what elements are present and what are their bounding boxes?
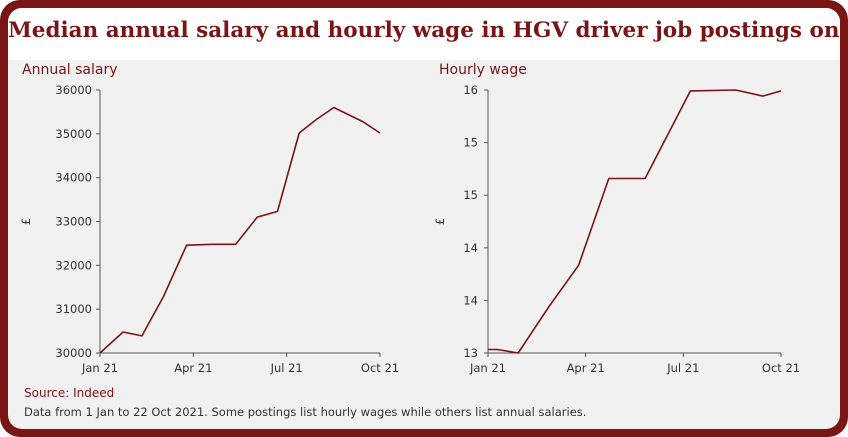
annual-x-tick-label: Jul 21 bbox=[270, 361, 303, 375]
title-bar: Median annual salary and hourly wage in … bbox=[8, 8, 840, 60]
annual-y-tick-label: 36000 bbox=[55, 83, 92, 97]
hourly-x-tick-label: Jul 21 bbox=[666, 361, 699, 375]
annual-series-line bbox=[99, 106, 381, 354]
hourly-y-tick-label: 14 bbox=[463, 241, 478, 255]
hourly-x-tick-label: Oct 21 bbox=[762, 361, 800, 375]
annual-x-tick-label: Jan 21 bbox=[81, 361, 118, 375]
hourly-y-tick-label: 13 bbox=[463, 346, 478, 360]
annual-x-tick-label: Oct 21 bbox=[361, 361, 399, 375]
annual-y-tick-label: 34000 bbox=[55, 171, 92, 185]
hourly-series-line bbox=[488, 89, 782, 354]
annual-y-tick-label: 35000 bbox=[55, 127, 92, 141]
hourly-y-tick-label: 15 bbox=[463, 188, 478, 202]
hourly-x-tick-label: Apr 21 bbox=[567, 361, 605, 375]
chart-title: Median annual salary and hourly wage in … bbox=[8, 18, 840, 43]
hourly-y-tick-label: 15 bbox=[463, 136, 478, 150]
hourly-wage-panel-title: Hourly wage bbox=[439, 62, 527, 78]
annual-x-tick-label: Apr 21 bbox=[174, 361, 212, 375]
hourly-y-axis-label: £ bbox=[433, 218, 447, 225]
annual-salary-panel-title: Annual salary bbox=[22, 62, 118, 78]
hourly-y-tick-label: 16 bbox=[463, 83, 478, 97]
annual-y-axis-label: £ bbox=[19, 218, 33, 225]
data-note: Data from 1 Jan to 22 Oct 2021. Some pos… bbox=[24, 405, 587, 419]
hourly-x-tick-label: Jan 21 bbox=[469, 361, 506, 375]
source-note: Source: Indeed bbox=[24, 386, 115, 400]
hourly-wage-chart: 13 14 14 15 15 16 Jan 21 Apr 21 Jul 21 Oct 21 £ bbox=[433, 83, 800, 375]
annual-salary-chart: 30000 31000 32000 33000 34000 35000 36000 Jan 2… bbox=[19, 83, 399, 375]
annual-y-tick-label: 32000 bbox=[55, 258, 92, 272]
annual-y-tick-label: 33000 bbox=[55, 215, 92, 229]
annual-y-tick-label: 31000 bbox=[55, 302, 92, 316]
hourly-y-tick-label: 14 bbox=[463, 293, 478, 307]
annual-y-tick-label: 30000 bbox=[55, 346, 92, 360]
chart-card: Median annual salary and hourly wage in … bbox=[8, 8, 840, 429]
